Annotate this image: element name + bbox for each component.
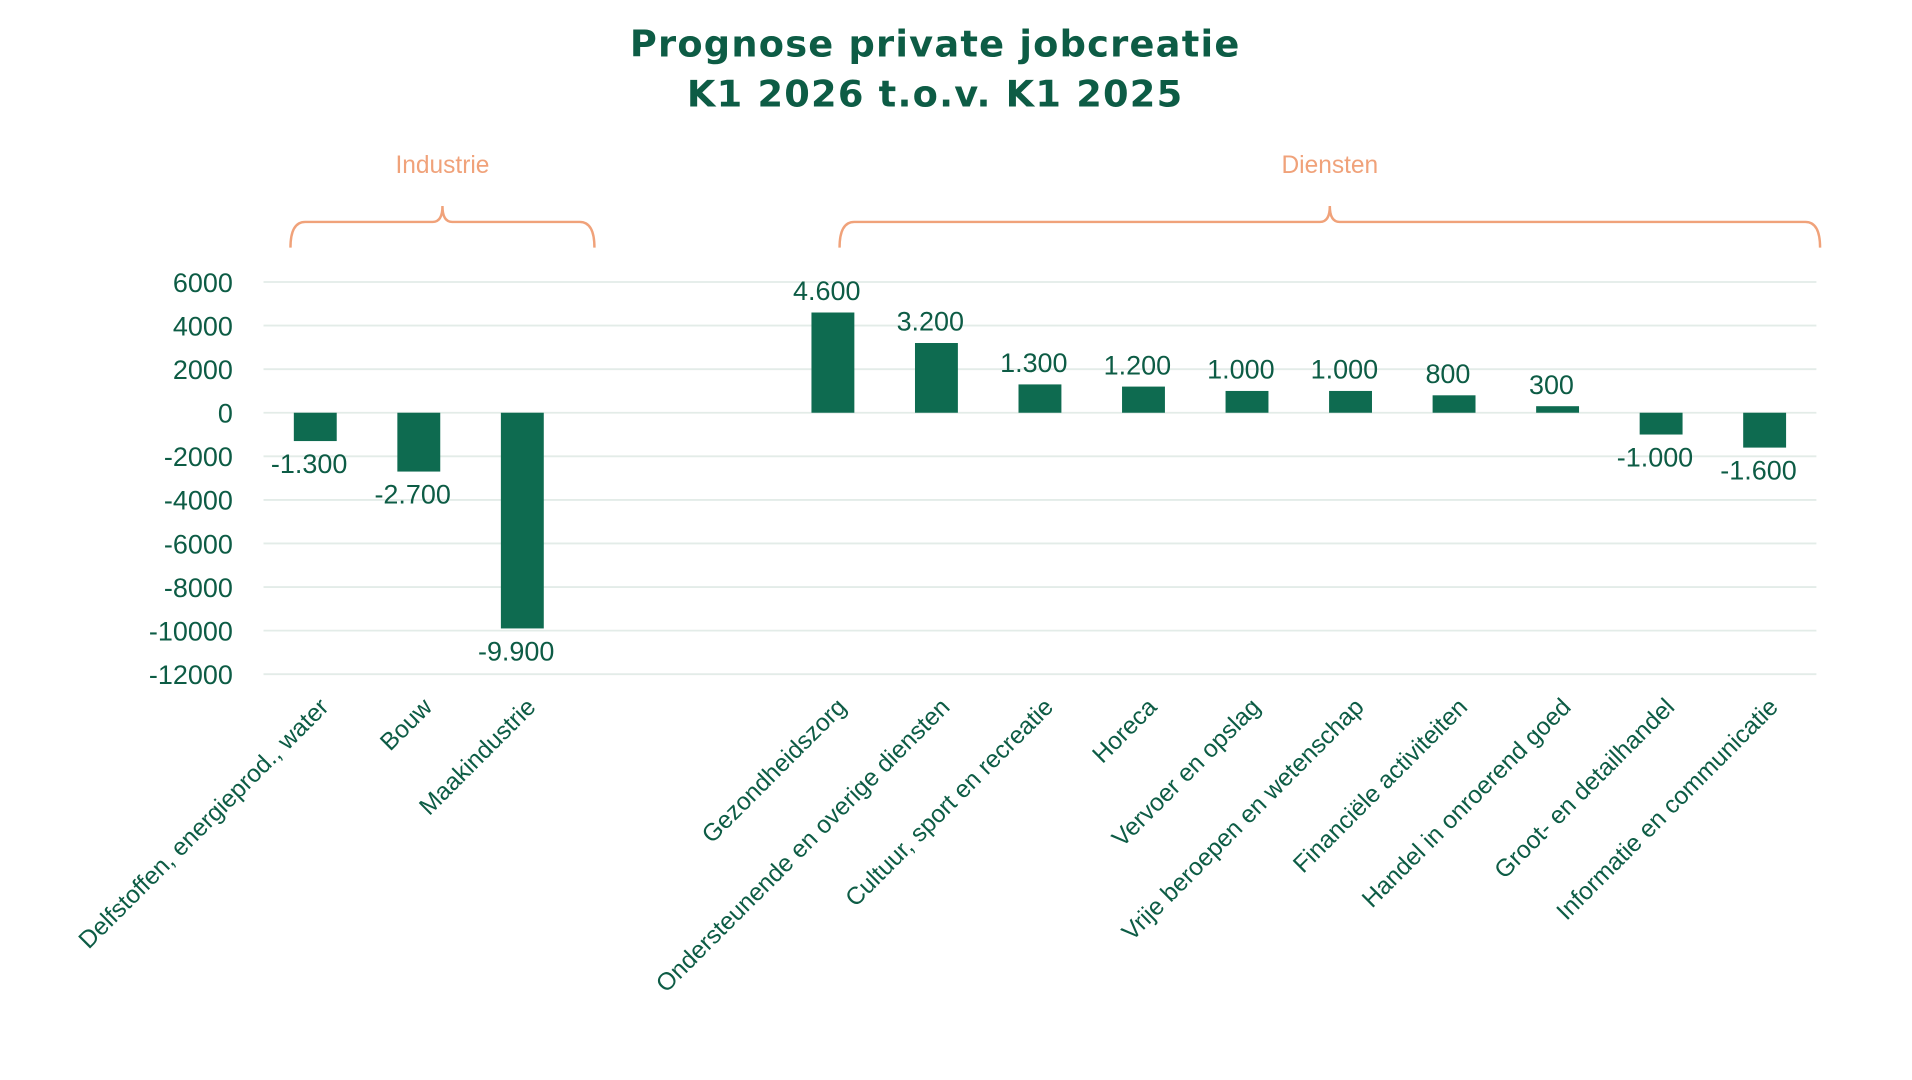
- data-label: -9.900: [478, 636, 554, 666]
- x-category-label: Bouw: [375, 693, 438, 756]
- bar: [1743, 412, 1787, 448]
- group-bracket: [838, 205, 1822, 248]
- y-tick-label: 2000: [173, 355, 233, 385]
- y-tick-label: -8000: [164, 573, 233, 603]
- data-label: 1.000: [1207, 355, 1274, 385]
- x-category-label: Financiële activiteiten: [1288, 694, 1473, 879]
- bar: [914, 343, 958, 413]
- data-label: 1.200: [1104, 350, 1171, 380]
- data-label: 300: [1529, 370, 1574, 400]
- x-category-label: Handel in onroerend goed: [1357, 694, 1576, 913]
- data-label: 1.000: [1311, 355, 1378, 385]
- bar: [500, 412, 544, 629]
- data-label: -1.300: [271, 449, 347, 479]
- y-tick-label: -2000: [164, 442, 233, 472]
- bar: [811, 312, 855, 413]
- bar: [1639, 412, 1683, 435]
- y-tick-label: 6000: [173, 268, 233, 298]
- data-label: 800: [1425, 359, 1470, 389]
- bar: [1432, 395, 1476, 413]
- bar: [1536, 406, 1580, 413]
- x-category-label: Informatie en communicatie: [1552, 694, 1784, 926]
- x-category-label: Groot- en detailhandel: [1490, 694, 1681, 885]
- chart-title-line-1: Prognose private jobcreatie: [630, 22, 1241, 65]
- x-category-label: Cultuur, sport en recreatie: [840, 694, 1058, 912]
- y-tick-label: -6000: [164, 529, 233, 559]
- group-label: Diensten: [1281, 152, 1378, 179]
- group-label: Industrie: [395, 152, 489, 179]
- data-label: 1.300: [1000, 348, 1067, 378]
- y-tick-label: -10000: [149, 616, 233, 646]
- chart-title-line-2: K1 2026 t.o.v. K1 2025: [687, 73, 1183, 116]
- bar: [293, 412, 337, 442]
- bar: [1225, 390, 1269, 413]
- data-label: 4.600: [793, 276, 860, 306]
- bar: [1329, 390, 1372, 413]
- x-category-label: Delfstoffen, energieprod., water: [74, 694, 334, 954]
- y-tick-label: 0: [218, 399, 233, 429]
- bar: [397, 412, 441, 472]
- x-category-label: Horeca: [1087, 693, 1162, 768]
- y-tick-label: -4000: [164, 486, 233, 516]
- bar: [1018, 384, 1062, 413]
- data-label: -1.600: [1720, 455, 1796, 485]
- data-label: 3.200: [897, 307, 964, 337]
- data-label: -1.000: [1617, 442, 1693, 472]
- group-bracket: [289, 205, 596, 248]
- y-tick-label: -12000: [149, 660, 233, 690]
- data-label: -2.700: [374, 479, 450, 509]
- y-tick-label: 4000: [173, 311, 233, 341]
- bar: [1122, 386, 1165, 413]
